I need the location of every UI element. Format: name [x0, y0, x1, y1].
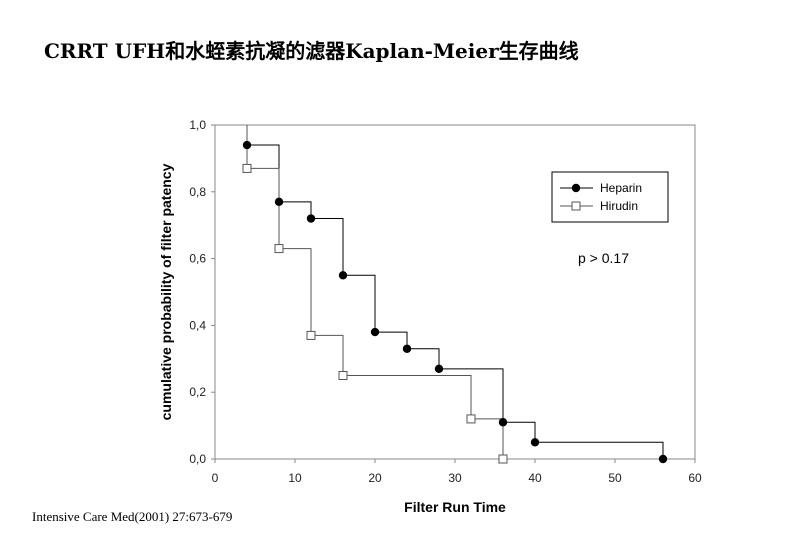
x-tick-label-0: 0 [212, 471, 219, 485]
x-tick-label-40: 40 [528, 471, 542, 485]
x-tick-label-50: 50 [608, 471, 622, 485]
heparin-point-3 [338, 271, 348, 280]
y-tick-label-5: 1,0 [189, 118, 206, 132]
x-tick-label-30: 30 [448, 471, 462, 485]
series-line-heparin [246, 125, 664, 459]
y-tick-label-4: 0,8 [189, 185, 206, 199]
heparin-point-8 [530, 438, 540, 447]
hirudin-point-4 [466, 414, 476, 424]
series-line-hirudin [246, 125, 504, 459]
heparin-point-1 [274, 197, 284, 207]
x-tick-label-20: 20 [368, 471, 382, 485]
legend-heparin-marker [571, 183, 581, 193]
y-tick-label-0: 0,0 [189, 452, 206, 466]
x-axis-title: Filter Run Time [404, 499, 506, 515]
hirudin-point-0 [242, 163, 252, 173]
p-value-annotation: p > 0.17 [578, 250, 629, 266]
heparin-point-2 [306, 214, 316, 223]
y-tick-label-2: 0,4 [189, 318, 206, 332]
legend-hirudin-label: Hirudin [600, 199, 638, 213]
x-tick-label-10: 10 [288, 471, 302, 485]
x-tick-label-60: 60 [688, 471, 702, 485]
heparin-point-0 [242, 140, 252, 150]
legend-heparin-label: Heparin [600, 181, 642, 195]
heparin-point-7 [498, 418, 508, 427]
y-tick-label-1: 0,2 [189, 385, 206, 399]
heparin-point-6 [434, 364, 444, 374]
hirudin-point-3 [338, 371, 348, 380]
slide-title: CRRT UFH和水蛭素抗凝的滤器Kaplan-Meier生存曲线 [44, 39, 579, 63]
series-layer [242, 125, 668, 464]
heparin-point-9 [658, 454, 668, 464]
legend-hirudin-marker [571, 201, 581, 211]
legend: Heparin Hirudin [551, 171, 669, 223]
y-tick-label-3: 0,6 [189, 252, 206, 266]
heparin-point-5 [402, 344, 412, 353]
legend-box [551, 171, 669, 223]
citation: Intensive Care Med(2001) 27:673-679 [32, 509, 233, 524]
y-axis-title: cumulative probability of filter patency [158, 163, 174, 420]
hirudin-point-5 [498, 454, 508, 464]
hirudin-point-1 [274, 244, 284, 254]
hirudin-point-2 [306, 330, 316, 340]
heparin-point-4 [370, 327, 380, 337]
ticks-layer: 0 10 20 30 40 50 60 0,0 0,2 0,4 0,6 0,8 1,0 [189, 118, 702, 485]
